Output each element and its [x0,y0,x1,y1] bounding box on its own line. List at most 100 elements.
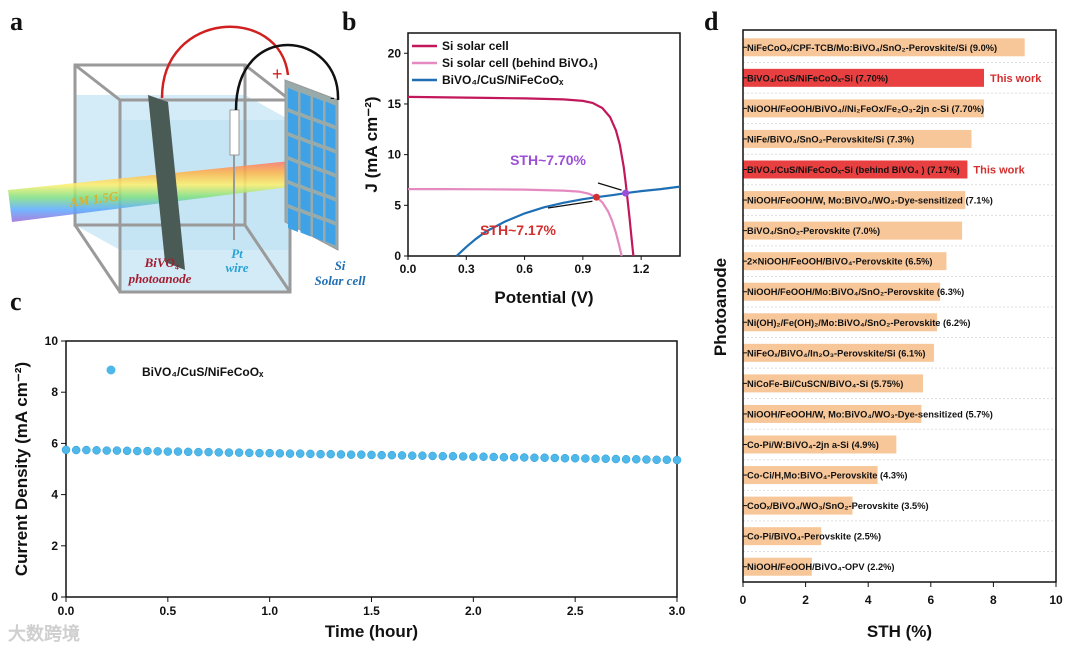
data-point [153,447,162,456]
data-point [265,448,274,458]
data-point [112,446,122,455]
pt-wire [229,109,240,156]
x-tick-label: 1.5 [363,604,380,618]
x-tick-label: 1.0 [261,604,278,618]
panel-b-jv-chart: 0.0 0.3 0.6 0.9 1.2 0 5 10 15 20 Potential (V) J (m… [362,32,681,307]
sth-annotation: STH~7.17% [480,222,556,238]
bar-label: NiFeOₓ/BiVO₄/In₂O₃-Perovskite/Si (6.1%) [747,348,926,358]
data-point [428,451,437,461]
data-point [82,445,91,455]
annotation-arrow [547,200,593,209]
bar [743,252,947,271]
bar-label: BiVO₄/CuS/NiFeCoOₓ-Si (behind BiVO₄ ) (7… [747,165,960,175]
bar [743,38,1025,57]
data-point [489,452,498,462]
bar-label: Co-Pi/BiVO₄-Perovskite (2.5%) [747,532,881,542]
solar-cell-square [313,145,323,169]
bar-label: Ni(OH)₂/Fe(OH)₂/Mo:BiVO₄/SnO₂-Perovskite… [747,318,970,328]
bar [743,313,938,332]
data-point [570,453,580,463]
bar [743,404,922,423]
minus-sign: - [330,89,335,105]
series-line-2 [455,185,681,257]
legend-marker [106,365,116,375]
data-point [418,451,427,460]
y-tick-label: 10 [45,334,59,348]
bar [743,129,972,148]
data-point [458,452,468,461]
photoanode-label-1: BiVO₄ [144,255,180,270]
data-point [662,455,672,465]
x-tick-label: 0 [740,593,747,607]
data-point [316,449,325,459]
data-point [560,453,570,463]
bar-label: NiCoFe-Bi/CuSCN/BiVO₄-Si (5.75%) [747,379,903,389]
intersection-point [622,189,630,197]
y-axis-title: Photoanode [711,258,730,356]
solar-cell-grid [288,88,336,246]
bar-label: NiOOH/FeOOH/Mo:BiVO₄/SnO₂-Perovskite (6.… [747,287,964,297]
y-tick-label: 8 [51,385,58,399]
y-tick-label: 15 [388,97,402,111]
bar [743,496,853,515]
data-point [163,447,173,456]
data-point [133,446,142,456]
panel-d-sth-bar-chart: NiFeCoOₓ/CPF-TCB/Mo:BiVO₄/SnO₂-Perovskit… [711,29,1063,641]
bar-label: NiOOH/FeOOH/BiVO₄//Ni₂FeOx/Fe₂O₃-2jn c-S… [747,104,984,114]
bivo4-photoanode [148,95,185,270]
bar-label: NiFeCoOₓ/CPF-TCB/Mo:BiVO₄/SnO₂-Perovskit… [747,43,997,53]
panel-label-b: b [342,7,356,36]
si-solar-cell [284,79,339,251]
x-tick-label: 0.3 [458,262,475,276]
data-point [357,450,366,459]
x-axis-title: Potential (V) [494,288,593,307]
solar-cell-square [325,221,336,246]
bar [743,466,878,485]
x-tick-label: 0.5 [159,604,176,618]
legend-label: BiVO₄/CuS/NiFeCoOₓ [142,365,264,379]
data-point [530,453,539,462]
data-point [581,454,590,463]
data-point [245,448,254,458]
data-point [499,452,509,462]
black-wire [234,43,340,111]
legend-label: BiVO₄/CuS/NiFeCoOₓ [442,73,564,87]
data-point [326,449,336,459]
solar-cell-square [313,97,323,121]
x-tick-label: 2.0 [465,604,482,618]
solar-cell-square [313,217,323,241]
bar-label: Co-Ci/H,Mo:BiVO₄-Perovskite (4.3%) [747,471,907,481]
data-point [214,448,223,457]
solar-cell-square [288,112,298,136]
data-point [520,453,529,462]
y-tick-label: 0 [51,590,58,604]
data-point [642,455,651,464]
y-axis-title: Current Density (mA cm⁻²) [12,362,31,576]
data-point [194,447,203,457]
pt-label-2: wire [225,260,248,275]
y-tick-label: 10 [388,148,402,162]
data-point [224,448,234,457]
data-point [387,450,397,460]
bar [743,68,985,87]
solar-cell-square [313,169,323,193]
solar-cell-square [325,197,336,222]
y-tick-label: 6 [51,436,58,450]
sth-annotation: STH~7.70% [510,152,586,168]
data-point [377,450,386,460]
plot-frame [407,32,681,257]
x-tick-label: 4 [865,593,872,607]
solar-cell-square [313,193,323,217]
bar-label: Co-Pi/W:BiVO₄-2jn a-Si (4.9%) [747,440,879,450]
data-point [143,446,152,456]
solar-cell-square [288,184,298,208]
data-point [173,447,183,456]
solar-cell-square [288,208,298,232]
data-point [448,451,458,461]
data-point [632,455,641,464]
solar-cell-square [300,116,311,141]
solar-cell-square [325,101,336,126]
x-tick-label: 0.9 [575,262,592,276]
bar-label: 2×NiOOH/FeOOH/BiVO₄-Perovskite (6.5%) [747,257,933,267]
panel-label-c: c [10,287,22,316]
